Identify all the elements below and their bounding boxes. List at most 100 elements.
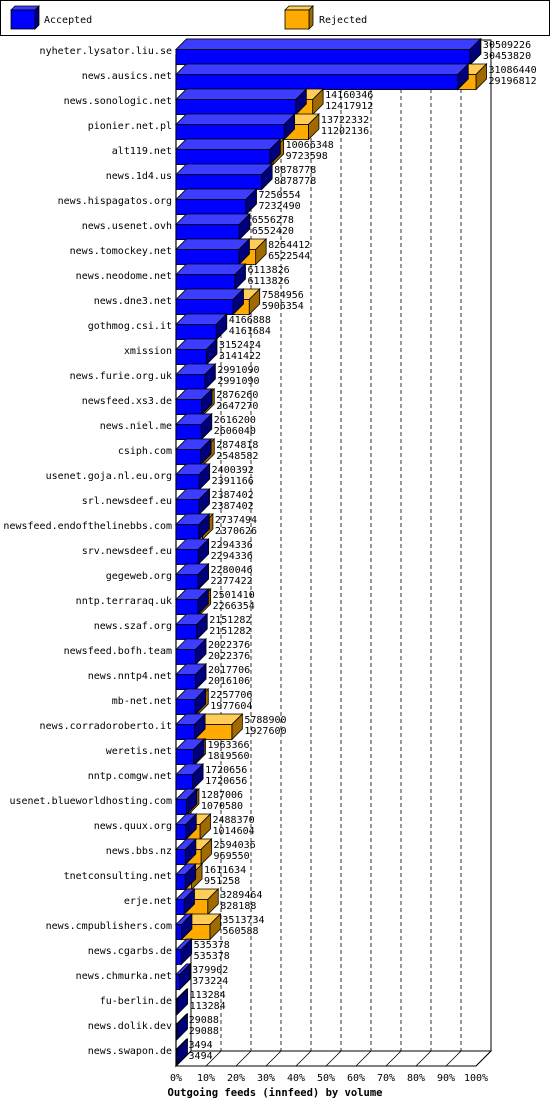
- data-label-accepted: 2151282: [209, 626, 251, 637]
- bar-accepted-top: [175, 163, 274, 175]
- floor-gridline: [385, 1050, 402, 1067]
- bar-accepted: [175, 288, 245, 316]
- bar-accepted: [175, 363, 217, 391]
- floor-gridline: [265, 1050, 282, 1067]
- data-label-accepted: 2294336: [211, 551, 253, 562]
- bar-accepted: [175, 563, 210, 591]
- category-label: news.nntp4.net: [88, 671, 172, 682]
- category-label: nntp.comgw.net: [88, 771, 172, 782]
- bar-accepted: [175, 888, 196, 916]
- bar-accepted: [175, 963, 192, 991]
- data-label-accepted: 2991090: [217, 376, 259, 387]
- x-axis-title: Outgoing feeds (innfeed) by volume: [168, 1087, 383, 1099]
- bar-accepted: [175, 313, 228, 341]
- bar-accepted-front: [175, 374, 206, 390]
- category-label: nntp.terraraq.uk: [76, 596, 172, 607]
- bar-accepted: [175, 713, 207, 741]
- category-label: news.niel.me: [100, 421, 172, 432]
- bar-accepted: [175, 838, 197, 866]
- data-label-accepted: 373224: [192, 976, 228, 987]
- bar-accepted-front: [175, 149, 271, 165]
- bar-accepted-front: [175, 949, 182, 965]
- legend-rejected-box-side: [308, 5, 314, 30]
- data-label-accepted: 969550: [214, 851, 250, 862]
- bar-accepted-front: [175, 574, 199, 590]
- category-label: alt119.net: [112, 146, 172, 157]
- bar-accepted-front: [175, 599, 199, 615]
- legend-accepted-swatch: [10, 5, 40, 30]
- floor-gridline: [235, 1050, 252, 1067]
- bar-accepted-top: [175, 213, 251, 225]
- data-label-accepted: 560588: [222, 926, 258, 937]
- data-label-offered: 1720656: [205, 765, 247, 776]
- bar-accepted-front: [175, 124, 285, 140]
- category-label: mb-net.net: [112, 696, 172, 707]
- data-label-accepted: 7232490: [258, 201, 300, 212]
- category-label: newsfeed.bofh.team: [64, 646, 172, 657]
- category-label: fu-berlin.de: [100, 996, 172, 1007]
- data-label-offered: 2594036: [214, 840, 256, 851]
- category-label: news.ausics.net: [82, 71, 172, 82]
- data-label-accepted: 2387402: [212, 501, 254, 512]
- category-label: csiph.com: [118, 446, 172, 457]
- data-label-offered: 2876260: [216, 390, 258, 401]
- x-tick-label: 100%: [464, 1073, 488, 1084]
- bar-accepted-front: [175, 774, 194, 790]
- bar-accepted: [175, 813, 198, 841]
- bar-accepted-front: [175, 424, 202, 440]
- category-label: news.neodome.net: [76, 271, 172, 282]
- legend-rejected-box: [284, 5, 314, 30]
- data-label-offered: 2022376: [208, 640, 250, 651]
- category-label: news.hispagatos.org: [58, 196, 172, 207]
- data-label-accepted: 828188: [220, 901, 256, 912]
- bar-accepted-top: [175, 38, 482, 50]
- legend-accepted-box: [10, 5, 40, 30]
- category-label: news.cgarbs.de: [88, 946, 172, 957]
- bar-accepted: [175, 663, 207, 691]
- floor-gridline: [445, 1050, 462, 1067]
- x-tick-label: 60%: [347, 1073, 365, 1084]
- bar-accepted: [175, 113, 296, 141]
- bar-accepted: [175, 238, 251, 266]
- bar-accepted-front: [175, 749, 194, 765]
- category-label: xmission: [124, 346, 172, 357]
- bar-accepted-front: [175, 674, 196, 690]
- bar-accepted-front: [175, 924, 182, 940]
- data-label-offered: 29088: [189, 1015, 219, 1026]
- legend-accepted-box-front: [10, 9, 36, 30]
- category-label: gegeweb.org: [106, 571, 172, 582]
- bar-row: usenet.blueworldhosting.com 1287006107058…: [9, 788, 243, 816]
- category-label: news.sonologic.net: [64, 96, 172, 107]
- category-label: news.dne3.net: [94, 296, 172, 307]
- floor-gridline: [325, 1050, 342, 1067]
- legend-rejected-box-top: [284, 5, 314, 11]
- data-label-offered: 5788900: [244, 715, 286, 726]
- category-label: srl.newsdeef.eu: [82, 496, 172, 507]
- data-label-offered: 7584956: [262, 290, 304, 301]
- category-label: news.cmpublishers.com: [46, 921, 172, 932]
- bar-accepted-front: [175, 899, 185, 915]
- data-label-accepted: 951258: [204, 876, 240, 887]
- bar-accepted: [175, 38, 482, 66]
- data-label-offered: 4166888: [229, 315, 271, 326]
- data-label-offered: 2616200: [214, 415, 256, 426]
- bar-accepted-front: [175, 649, 196, 665]
- category-label: news.szaf.org: [94, 621, 172, 632]
- bar-accepted: [175, 163, 274, 191]
- bar-accepted-front: [175, 249, 240, 265]
- data-label-accepted: 12417912: [325, 101, 373, 112]
- data-label-offered: 7250554: [258, 190, 300, 201]
- category-label: srv.newsdeef.eu: [82, 546, 172, 557]
- data-label-offered: 13722332: [321, 115, 369, 126]
- floor-gridline: [415, 1050, 432, 1067]
- data-label-accepted: 2647270: [216, 401, 258, 412]
